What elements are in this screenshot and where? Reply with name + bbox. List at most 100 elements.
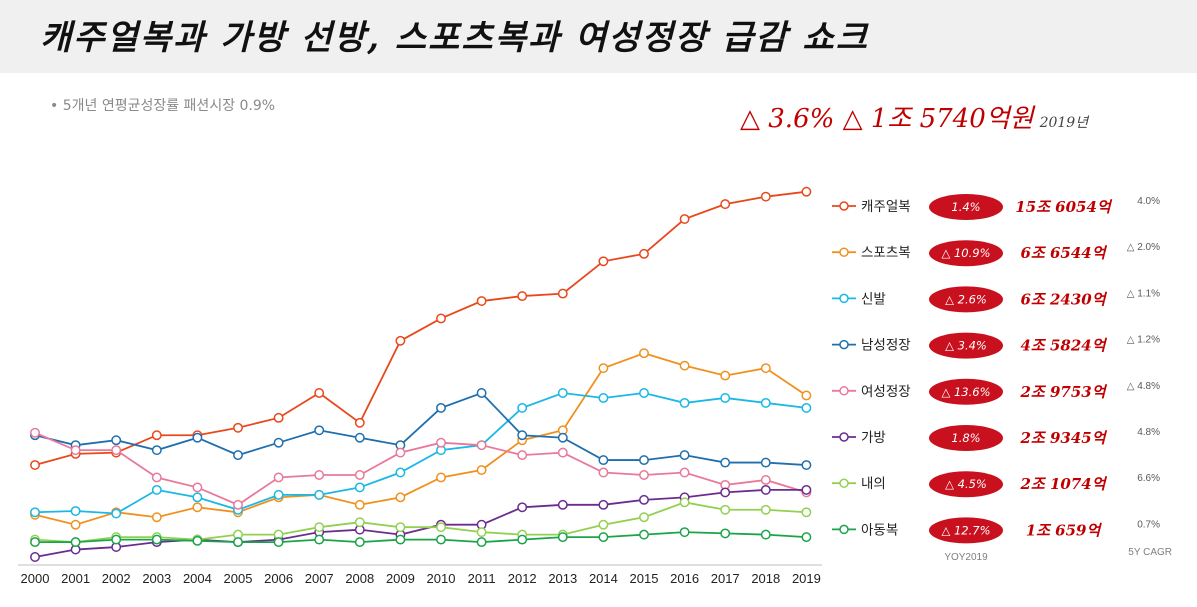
yoy-value: 1.8% (951, 431, 980, 445)
data-point (639, 470, 649, 480)
data-point (801, 390, 812, 401)
data-point (151, 534, 162, 545)
x-tick-label: 2006 (264, 571, 293, 586)
data-point (192, 535, 203, 546)
data-point (273, 412, 284, 423)
data-point (111, 508, 122, 519)
data-point (314, 534, 325, 545)
x-tick-label: 2017 (711, 571, 740, 586)
yoy-badge (929, 517, 1003, 544)
data-point (354, 417, 365, 428)
yoy-value: △ 10.9% (941, 246, 990, 260)
data-point (395, 522, 406, 533)
cagr-value: 4.0% (1137, 196, 1160, 207)
yoy-value: △ 12.7% (941, 523, 990, 537)
data-point (679, 397, 690, 408)
legend-marker (839, 339, 849, 350)
data-point (192, 482, 203, 493)
data-point (760, 484, 771, 495)
data-point (476, 388, 487, 398)
data-point (801, 532, 812, 543)
data-point (679, 497, 690, 508)
data-point (476, 537, 487, 548)
data-point (517, 402, 528, 413)
data-point (639, 455, 649, 466)
data-point (233, 499, 243, 510)
data-point (639, 248, 649, 259)
data-point (70, 445, 81, 456)
data-point (476, 465, 487, 475)
legend-label: 가방 (861, 430, 886, 446)
data-point (436, 534, 446, 545)
data-point (151, 430, 162, 441)
data-point (557, 499, 568, 510)
data-point (679, 527, 690, 538)
x-tick-label: 2001 (61, 571, 90, 586)
data-point (639, 529, 649, 540)
legend-label: 스포츠복 (861, 245, 911, 261)
data-point (720, 457, 731, 468)
cagr-value: 0.7% (1137, 519, 1160, 530)
data-point (639, 348, 649, 359)
data-point (517, 291, 528, 302)
series-line (35, 531, 807, 543)
yoy-value: △ 4.5% (945, 477, 987, 491)
headline-value: △ 3.6% △ 1조 5740억원 (740, 104, 1034, 134)
x-tick-label: 2002 (102, 571, 131, 586)
data-point (760, 475, 771, 485)
data-point (273, 489, 284, 500)
data-point (233, 537, 243, 548)
data-point (151, 445, 162, 456)
data-point (476, 296, 487, 306)
data-point (517, 534, 528, 545)
data-point (30, 427, 40, 438)
legend-marker (839, 386, 849, 396)
data-point (476, 440, 487, 451)
data-point (720, 487, 731, 498)
data-point (720, 370, 731, 381)
yoy-badge (929, 332, 1003, 359)
data-point (192, 502, 203, 513)
legend-label: 여성정장 (861, 384, 911, 400)
amount-value: 6조 2430억 (1020, 290, 1107, 308)
cagr-value: △ 2.0% (1127, 242, 1160, 253)
amount-value: 6조 6544억 (1020, 244, 1107, 262)
data-point (760, 397, 771, 408)
data-point (354, 470, 365, 480)
data-point (639, 494, 649, 505)
data-point (395, 534, 406, 545)
data-point (151, 512, 162, 523)
data-point (30, 460, 40, 471)
x-tick-label: 2012 (508, 571, 537, 586)
yoy-badge (929, 240, 1003, 267)
data-point (517, 450, 528, 461)
x-tick-label: 2004 (183, 571, 212, 586)
legend-label: 아동복 (861, 522, 898, 538)
subtitle: • 5개년 연평균성장률 패션시장 0.9% (50, 98, 276, 114)
data-point (233, 422, 243, 433)
legend-marker (839, 247, 849, 257)
data-point (273, 537, 284, 548)
yoy-badge (929, 425, 1003, 451)
cagr-value: 6.6% (1137, 473, 1160, 484)
x-tick-label: 2016 (670, 571, 699, 586)
data-point (476, 527, 487, 538)
headline-year: 2019년 (1039, 115, 1089, 131)
data-point (151, 472, 162, 483)
series-line (34, 501, 807, 543)
data-point (801, 484, 812, 495)
data-point (598, 393, 609, 403)
data-point (436, 522, 446, 533)
cagr-value: △ 1.1% (1127, 288, 1160, 299)
data-point (639, 512, 649, 523)
cagr-column-label: 5Y CAGR (1128, 547, 1172, 558)
data-point (679, 360, 690, 371)
data-point (354, 537, 365, 548)
amount-value: 2조 9753억 (1019, 383, 1107, 401)
data-point (395, 447, 406, 458)
data-point (679, 214, 690, 224)
data-point (557, 288, 568, 299)
yoy-value: 1.4% (951, 200, 980, 214)
data-point (30, 552, 40, 562)
title-banner (0, 0, 1197, 73)
